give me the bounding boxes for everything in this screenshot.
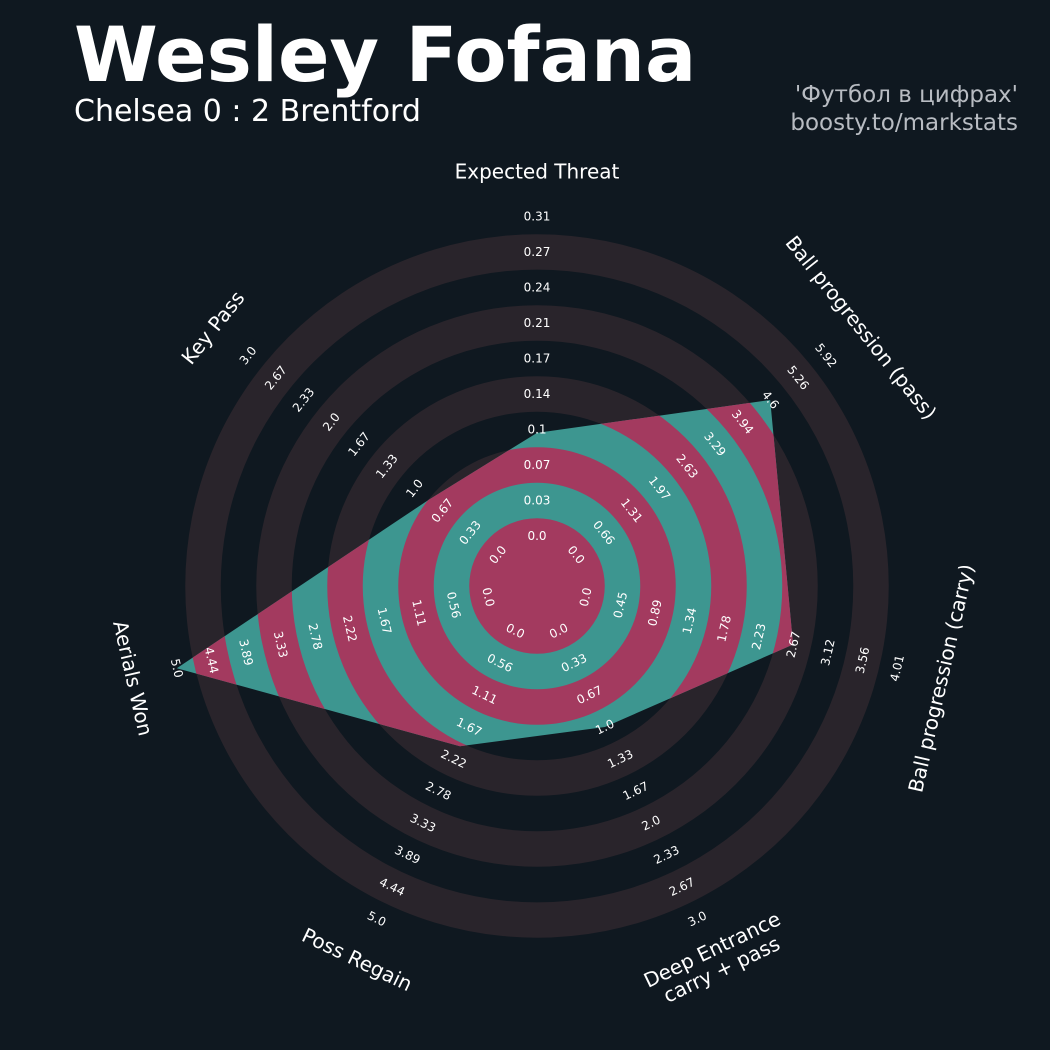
param-label: Poss Regain — [298, 923, 416, 996]
tick-label: 3.0 — [237, 344, 260, 368]
tick-label: 0.1 — [527, 423, 546, 437]
tick-label: 4.44 — [202, 646, 222, 675]
tick-label: 0.0 — [577, 586, 595, 608]
tick-label: 3.56 — [853, 646, 873, 675]
tick-label: 2.33 — [651, 843, 681, 867]
tick-label: 1.0 — [403, 477, 426, 501]
tick-label: 2.78 — [305, 622, 325, 651]
tick-label: 0.45 — [611, 590, 631, 619]
param-label: Deep Entrancecarry + pass — [640, 907, 794, 1013]
tick-label: 5.92 — [812, 341, 840, 371]
tick-label: 4.01 — [887, 654, 907, 683]
tick-label: 2.67 — [784, 630, 804, 659]
tick-label: 3.89 — [236, 638, 256, 667]
tick-label: 0.0 — [479, 586, 497, 608]
tick-label: 5.0 — [365, 908, 388, 929]
tick-label: 3.12 — [818, 638, 838, 667]
param-label: Aerials Won — [108, 618, 158, 738]
tick-label: 2.33 — [290, 385, 318, 415]
tick-label: 0.27 — [524, 245, 551, 259]
page-subtitle: Chelsea 0 : 2 Brentford — [74, 94, 421, 129]
credit-line-2: boosty.to/markstats — [790, 110, 1018, 136]
tick-label: 0.24 — [524, 281, 551, 295]
tick-label: 0.56 — [444, 590, 464, 619]
param-label: Ball progression (carry) — [903, 562, 979, 795]
tick-label: 1.67 — [345, 429, 373, 459]
tick-label: 0.14 — [524, 387, 551, 401]
tick-label: 1.67 — [375, 606, 395, 635]
credit-line-1: 'Футбол в цифрах' — [794, 82, 1018, 108]
tick-label: 2.22 — [340, 614, 360, 643]
tick-label: 0.17 — [524, 352, 551, 366]
tick-label: 1.67 — [621, 779, 651, 803]
tick-label: 1.11 — [409, 598, 429, 627]
tick-label: 1.78 — [714, 614, 734, 643]
page-title: Wesley Fofana — [74, 10, 697, 99]
param-label: Expected Threat — [455, 160, 620, 184]
tick-label: 1.34 — [680, 606, 700, 635]
tick-label: 3.33 — [271, 630, 291, 659]
tick-label: 0.21 — [524, 316, 551, 330]
tick-label: 0.0 — [527, 529, 546, 543]
tick-label: 0.89 — [645, 598, 665, 627]
shape-band — [469, 518, 605, 654]
tick-label: 3.89 — [392, 843, 422, 867]
tick-label: 2.23 — [749, 622, 769, 651]
tick-label: 0.31 — [524, 210, 551, 224]
tick-label: 3.0 — [686, 908, 709, 929]
tick-label: 5.0 — [168, 657, 186, 679]
player-shape — [176, 400, 794, 747]
tick-label: 0.03 — [524, 494, 551, 508]
tick-label: 0.07 — [524, 458, 551, 472]
tick-label: 2.78 — [423, 779, 453, 803]
